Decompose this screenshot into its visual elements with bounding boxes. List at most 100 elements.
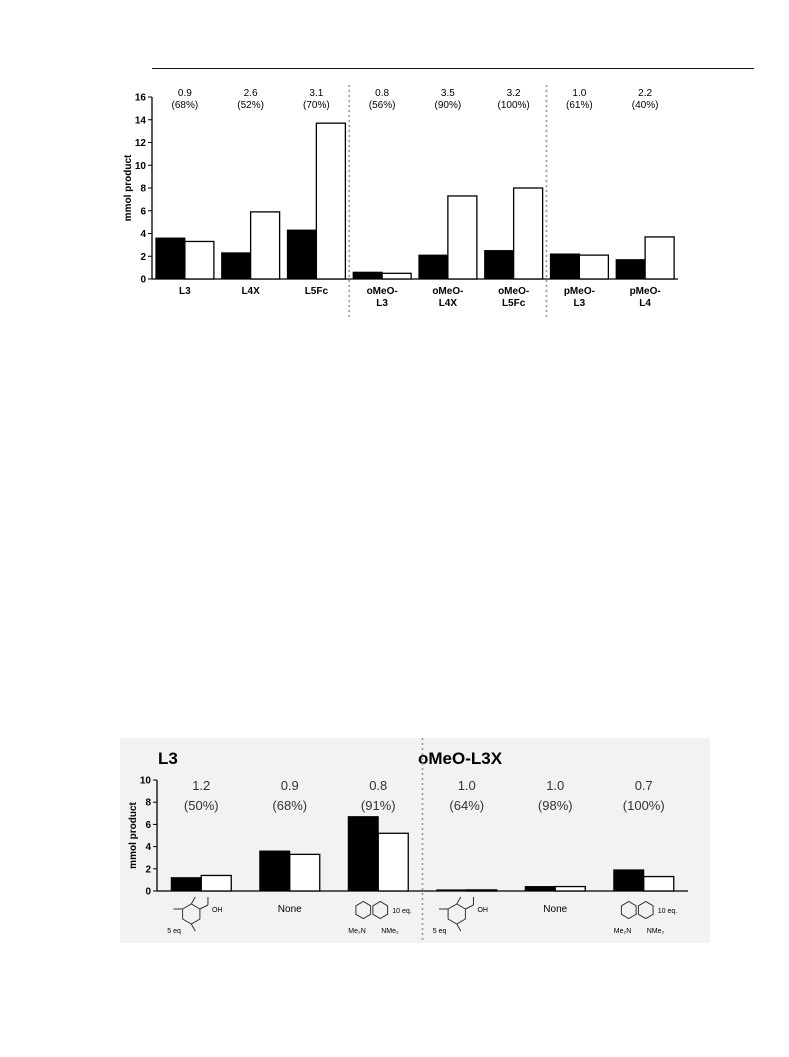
bar-series-2 (554, 885, 586, 892)
y-tick-label: 14 (135, 115, 147, 126)
ratio-label: 3.2 (507, 88, 521, 99)
y-tick-label: 4 (145, 842, 151, 853)
bar-series-1 (418, 254, 449, 280)
y-tick-label: 0 (145, 887, 151, 898)
y-tick-label: 6 (140, 206, 146, 217)
category-label: L4X (241, 286, 260, 297)
y-tick-label: 10 (135, 161, 147, 172)
yield-label: (100%) (623, 798, 665, 813)
bar-series-1 (347, 816, 379, 892)
equivalents-label: 5 eq (167, 928, 181, 935)
category-label: oMeO- (367, 286, 398, 297)
bar-series-2 (512, 187, 544, 280)
amine-label-left: Me₂N (348, 928, 366, 935)
methyl-bond (190, 923, 196, 932)
yield-label: (56%) (369, 100, 396, 111)
yield-label: (52%) (237, 100, 264, 111)
bar-series-2 (315, 122, 347, 280)
bar-series-2 (249, 211, 281, 280)
bar-series-1 (170, 877, 202, 892)
yield-label: (100%) (498, 100, 530, 111)
category-label: L5Fc (305, 286, 329, 297)
y-tick-label: 2 (145, 864, 151, 875)
bar-series-2 (644, 236, 675, 280)
category-label: L5Fc (502, 298, 526, 309)
ratio-label: 3.5 (441, 88, 455, 99)
bar-series-2 (643, 875, 675, 892)
ratio-label: 1.0 (546, 778, 564, 793)
ratio-label: 3.1 (309, 88, 323, 99)
ratio-label: 0.7 (635, 778, 653, 793)
yield-label: (90%) (435, 100, 462, 111)
chart-ligand-comparison: 0 2 4 6 8 10 12 14 16 mmol product L3 0.9(68%) L4X 2.… (123, 85, 678, 320)
carboxyl-bond (199, 904, 209, 910)
category-label: L3 (574, 298, 586, 309)
methyl-bond (190, 896, 196, 905)
category-label: L3 (179, 286, 191, 297)
ratio-label: 0.8 (369, 778, 387, 793)
hydroxyl-label: OH (212, 907, 223, 914)
y-tick-label: 12 (135, 138, 147, 149)
y-tick-label: 16 (135, 93, 147, 104)
category-label: oMeO- (432, 286, 463, 297)
naphthalene-ring (372, 900, 389, 920)
ratio-label: 1.0 (572, 88, 586, 99)
yield-label: (70%) (303, 100, 330, 111)
naphthalene-ring (637, 900, 654, 920)
naphthalene-ring (620, 900, 637, 920)
amine-label-left: Me₂N (614, 928, 632, 935)
bar-series-2 (377, 832, 409, 892)
category-label: None (278, 904, 302, 915)
ratio-label: 0.9 (178, 88, 192, 99)
methyl-bond (456, 923, 462, 932)
proton-sponge-structure: Me₂N NMe₂ 10 eq. (348, 900, 412, 935)
bar-series-1 (615, 259, 646, 280)
amine-label-right: NMe₂ (381, 928, 399, 935)
bar-series-2 (200, 874, 232, 892)
category-label: None (543, 904, 567, 915)
ratio-label: 0.8 (375, 88, 389, 99)
ratio-label: 0.9 (281, 778, 299, 793)
category-label: pMeO- (630, 286, 661, 297)
y-tick-label: 4 (140, 229, 146, 240)
acid-additive-structure: OH 5 eq (433, 896, 488, 935)
naphthalene-ring (355, 900, 372, 920)
y-axis-title: mmol product (128, 802, 139, 869)
chart-additive-comparison: 0 2 4 6 8 10 mmol product L3 oMeO-L3X 1.2 (50%) OH 5… (120, 738, 710, 943)
y-tick-label: 8 (145, 798, 151, 809)
bar-series-1 (155, 237, 186, 280)
panel-title: oMeO-L3X (418, 749, 503, 768)
bar-series-1 (286, 229, 317, 280)
ratio-label: 1.2 (192, 778, 210, 793)
equivalents-label: 10 eq. (658, 908, 678, 915)
hydroxyl-label: OH (477, 907, 488, 914)
bar-series-1 (524, 886, 556, 892)
carboxyl-bond (465, 904, 474, 910)
methyl-bond (456, 896, 462, 905)
yield-label: (98%) (538, 798, 573, 813)
bar-series-1 (436, 889, 468, 892)
yield-label: (61%) (566, 100, 593, 111)
chart-background (120, 738, 710, 943)
y-tick-label: 10 (140, 776, 152, 787)
bar-series-2 (447, 195, 478, 280)
bar-series-1 (259, 850, 291, 892)
bar-series-2 (466, 889, 498, 892)
equivalents-label: 10 eq. (392, 908, 412, 915)
yield-label: (91%) (361, 798, 396, 813)
bar-series-1 (613, 869, 645, 892)
acid-additive-structure: OH 5 eq (167, 896, 223, 935)
yield-label: (40%) (632, 100, 659, 111)
bar-series-1 (352, 271, 383, 280)
ratio-label: 1.0 (458, 778, 476, 793)
equivalents-label: 5 eq (433, 928, 447, 935)
category-label: L4X (439, 298, 458, 309)
bar-series-2 (578, 254, 610, 280)
bar-series-2 (184, 240, 215, 280)
yield-label: (68%) (272, 798, 307, 813)
category-label: oMeO- (498, 286, 529, 297)
panel-title: L3 (158, 749, 178, 768)
bar-series-1 (549, 253, 580, 280)
category-label: L3 (376, 298, 388, 309)
yield-label: (64%) (449, 798, 484, 813)
